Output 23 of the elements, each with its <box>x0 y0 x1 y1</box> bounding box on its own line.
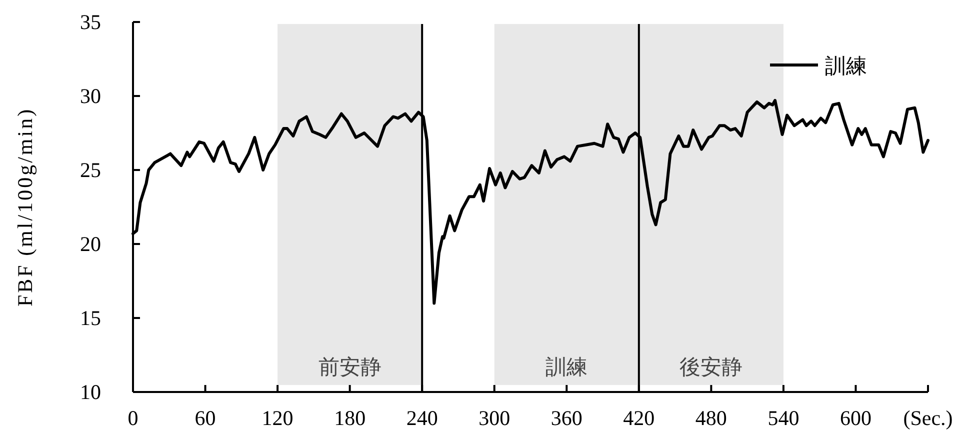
x-tick-label: 240 <box>406 406 438 430</box>
x-tick-label: 300 <box>478 406 510 430</box>
band-label: 後安静 <box>680 355 743 379</box>
x-tick-label: 600 <box>840 406 872 430</box>
y-tick-label: 15 <box>80 306 101 330</box>
y-tick-label: 20 <box>80 232 101 256</box>
x-tick-label: 60 <box>194 406 216 430</box>
y-tick-label: 35 <box>80 10 101 34</box>
x-tick-label: 420 <box>623 406 655 430</box>
band-label: 訓練 <box>546 355 588 379</box>
x-tick-label: 480 <box>695 406 727 430</box>
y-tick-label: 30 <box>80 84 101 108</box>
y-tick-label: 25 <box>80 158 101 182</box>
legend-label: 訓練 <box>825 54 867 78</box>
x-tick-label: 180 <box>334 406 366 430</box>
band-label: 前安静 <box>318 355 382 379</box>
x-tick-label: 0 <box>128 406 138 430</box>
x-tick-label: 360 <box>550 406 582 430</box>
x-tick-label: (Sec.) <box>903 406 953 430</box>
y-tick-label: 10 <box>80 380 101 404</box>
x-tick-label: 540 <box>768 406 800 430</box>
x-tick-label: 120 <box>262 406 294 430</box>
y-axis-title: FBF (ml/100g/min) <box>13 107 37 307</box>
